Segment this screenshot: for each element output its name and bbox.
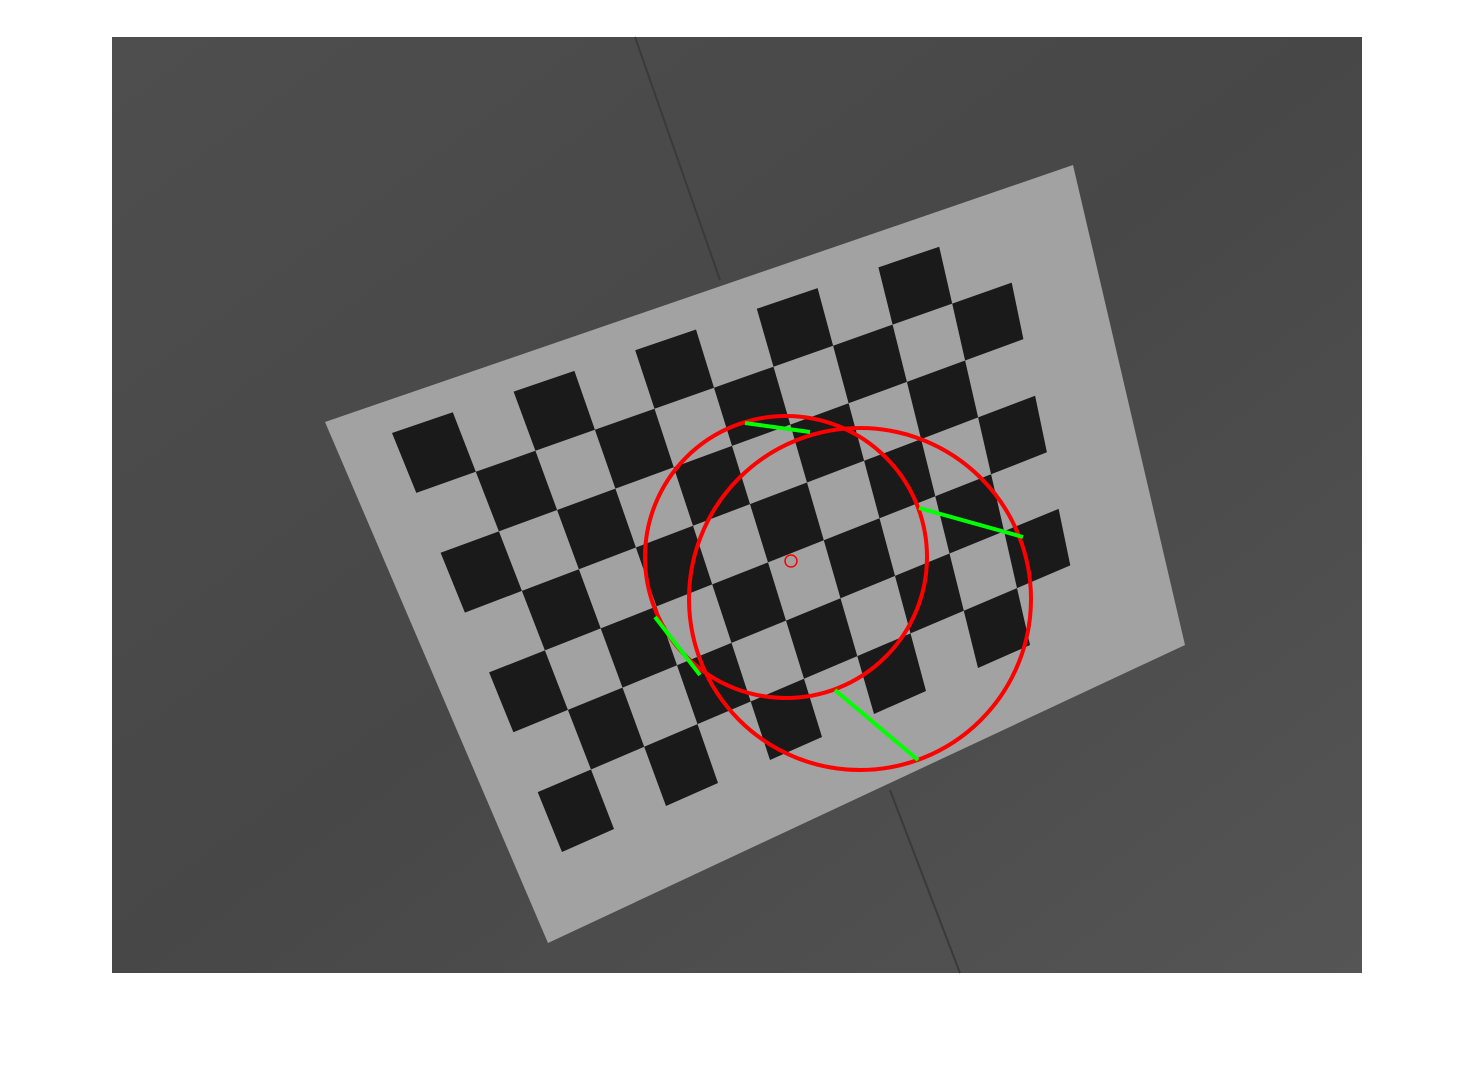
board-square [857, 633, 926, 714]
board-square [833, 324, 907, 404]
checkerboard [392, 246, 1071, 852]
distance-line [653, 615, 702, 677]
fitted-circle [643, 414, 929, 700]
board-square [756, 288, 834, 367]
board-square [644, 724, 718, 806]
board-square [392, 412, 476, 493]
board-square [673, 445, 750, 526]
board-square [475, 450, 558, 532]
board-square [906, 360, 979, 440]
distance-lines [653, 421, 1024, 762]
distance-line [744, 421, 811, 434]
board-square [521, 569, 601, 651]
distance-line [918, 506, 1024, 539]
board-square [567, 687, 645, 770]
board-square [786, 598, 858, 679]
fitted-circle [687, 426, 1033, 772]
board-square [978, 395, 1047, 475]
board-square [537, 769, 614, 852]
board-square [750, 678, 822, 760]
board-square [935, 474, 1005, 554]
board-square [712, 562, 786, 643]
board-square [600, 606, 677, 688]
distance-line [833, 688, 920, 762]
table-seam [634, 36, 961, 974]
board-square [594, 408, 674, 489]
center-marker [784, 554, 798, 568]
calibration-paper [325, 165, 1185, 943]
board-square [635, 525, 713, 607]
board-square [557, 488, 636, 570]
board-square [864, 439, 936, 519]
board-square [790, 403, 865, 483]
board-square [513, 370, 595, 451]
board-square [895, 553, 964, 634]
board-square [635, 329, 714, 409]
board-square [1004, 508, 1071, 589]
board-square [750, 482, 824, 563]
board-square [963, 588, 1030, 668]
board-square [489, 650, 568, 733]
board-square [878, 246, 953, 325]
board-square [823, 518, 895, 599]
overlay [643, 414, 1033, 772]
board-square [440, 531, 522, 613]
board-square [952, 282, 1024, 361]
